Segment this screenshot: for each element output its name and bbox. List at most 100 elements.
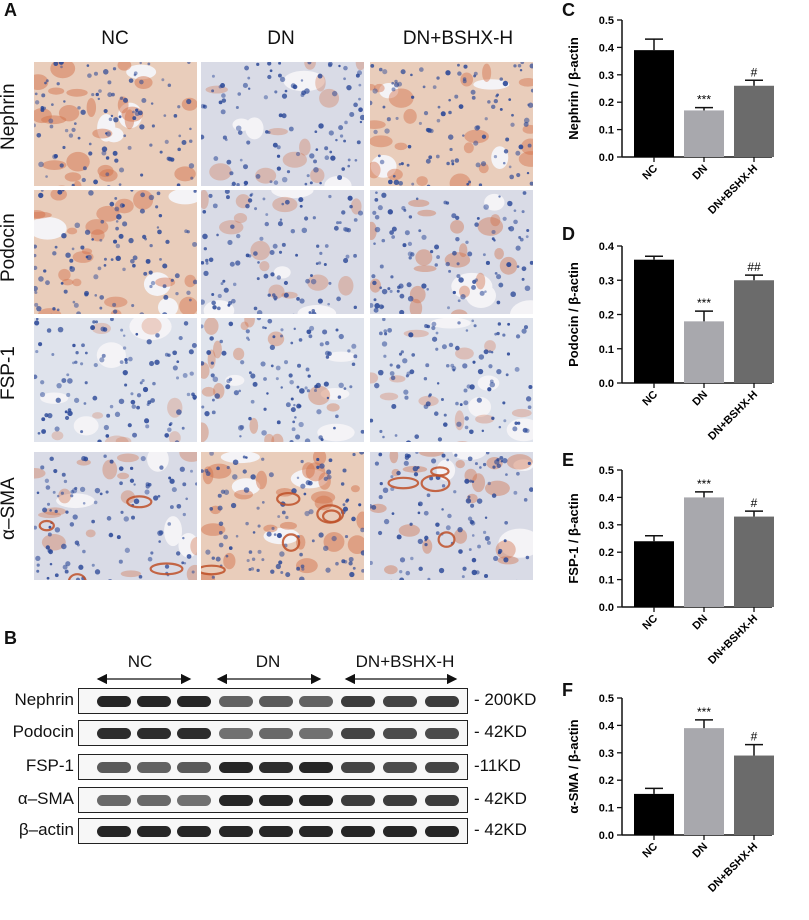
y-tick-label: 0.2 [599, 97, 614, 109]
ihc-image-asma-nc [34, 452, 197, 580]
x-tick-label: DN [690, 163, 710, 183]
y-tick-label: 0.1 [599, 125, 614, 137]
panel-label-a: A [4, 0, 17, 21]
blot-strip-nephrin [78, 688, 468, 714]
y-tick-label: 0.0 [599, 152, 614, 164]
bar [634, 794, 674, 835]
blot-band [299, 728, 333, 739]
blot-band [341, 762, 375, 773]
blot-band [383, 696, 417, 707]
blot-band [137, 696, 171, 707]
bar [734, 756, 774, 835]
bar [734, 280, 774, 383]
y-tick-label: 0.4 [599, 492, 615, 504]
blot-band [177, 762, 211, 773]
blot-label-podocin: Podocin [2, 722, 74, 742]
bar [634, 260, 674, 383]
bar [684, 321, 724, 383]
y-tick-label: 0.3 [599, 520, 614, 532]
significance-mark: *** [697, 477, 711, 491]
y-tick-label: 0.5 [599, 693, 614, 705]
ihc-row-label-asma: α–SMA [0, 477, 20, 540]
significance-mark: # [751, 496, 758, 510]
ihc-image-podocin-dn [201, 190, 364, 314]
blot-band [425, 728, 459, 739]
x-tick-label: NC [640, 841, 660, 861]
blot-band [383, 795, 417, 806]
blot-band [97, 826, 131, 837]
ihc-image-fsp1-nc [34, 318, 197, 442]
blot-band [383, 762, 417, 773]
x-tick-label: NC [640, 163, 660, 183]
blot-band [259, 795, 293, 806]
blot-band [97, 795, 131, 806]
ihc-column-header-nc: NC [40, 28, 190, 50]
blot-band [177, 696, 211, 707]
bar-chart-f: α-SMA / β-actin0.00.10.20.30.40.5NC***DN… [560, 690, 800, 920]
bar-chart-d: Podocin / β-actin0.00.10.20.30.4NC***DN#… [560, 238, 800, 468]
blot-band [383, 728, 417, 739]
significance-mark: *** [697, 93, 711, 107]
blot-band [219, 826, 253, 837]
y-axis-label: Podocin / β-actin [566, 262, 581, 367]
blot-label-fsp1: FSP-1 [2, 756, 74, 776]
blot-band [97, 762, 131, 773]
y-tick-label: 0.4 [599, 720, 615, 732]
y-tick-label: 0.2 [599, 775, 614, 787]
blot-band [341, 696, 375, 707]
blot-band [137, 826, 171, 837]
blot-band [341, 795, 375, 806]
y-tick-label: 0.0 [599, 830, 614, 842]
y-tick-label: 0.1 [599, 344, 614, 356]
blot-group-label-nc: NC [90, 652, 190, 672]
x-tick-label: DN [690, 613, 710, 633]
y-tick-label: 0.3 [599, 70, 614, 82]
ihc-image-nephrin-nc [34, 62, 197, 186]
y-tick-label: 0.3 [599, 275, 614, 287]
x-tick-label: NC [640, 389, 660, 409]
blot-group-label-dn: DN [213, 652, 323, 672]
ihc-image-fsp1-dn-bshx [370, 318, 533, 442]
blot-label-beta-actin: β–actin [2, 820, 74, 840]
blot-band [219, 762, 253, 773]
y-tick-label: 0.4 [599, 241, 615, 253]
bar [634, 50, 674, 157]
blot-band [341, 826, 375, 837]
blot-strip-fsp1 [78, 754, 468, 780]
blot-band [177, 795, 211, 806]
blot-band [177, 728, 211, 739]
y-axis-label: FSP-1 / β-actin [566, 493, 581, 583]
blot-band [137, 728, 171, 739]
blot-band [219, 696, 253, 707]
blot-band [425, 696, 459, 707]
blot-band [425, 795, 459, 806]
blot-band [259, 762, 293, 773]
x-tick-label: DN+BSHX-H [706, 613, 760, 667]
ihc-image-asma-dn-bshx [370, 452, 533, 580]
blot-band [299, 762, 333, 773]
blot-size-fsp1: -11KD [474, 756, 521, 776]
x-tick-label: DN+BSHX-H [706, 389, 760, 443]
bar [634, 541, 674, 607]
bar [684, 497, 724, 607]
y-tick-label: 0.2 [599, 547, 614, 559]
ihc-image-nephrin-dn [201, 62, 364, 186]
ihc-image-asma-dn [201, 452, 364, 580]
ihc-image-fsp1-dn [201, 318, 364, 442]
y-tick-label: 0.0 [599, 602, 614, 614]
blot-band [425, 826, 459, 837]
blot-band [299, 826, 333, 837]
y-tick-label: 0.1 [599, 575, 614, 587]
ihc-column-header-dn-bshx: DN+BSHX-H [368, 28, 548, 50]
blot-band [259, 826, 293, 837]
blot-band [97, 696, 131, 707]
blot-label-nephrin: Nephrin [2, 690, 74, 710]
bar-chart-e: FSP-1 / β-actin0.00.10.20.30.40.5NC***DN… [560, 462, 800, 692]
y-tick-label: 0.4 [599, 42, 615, 54]
blot-band [219, 728, 253, 739]
y-tick-label: 0.2 [599, 310, 614, 322]
y-tick-label: 0.1 [599, 803, 614, 815]
ihc-image-podocin-nc [34, 190, 197, 314]
significance-mark: *** [697, 296, 711, 310]
blot-band [177, 826, 211, 837]
